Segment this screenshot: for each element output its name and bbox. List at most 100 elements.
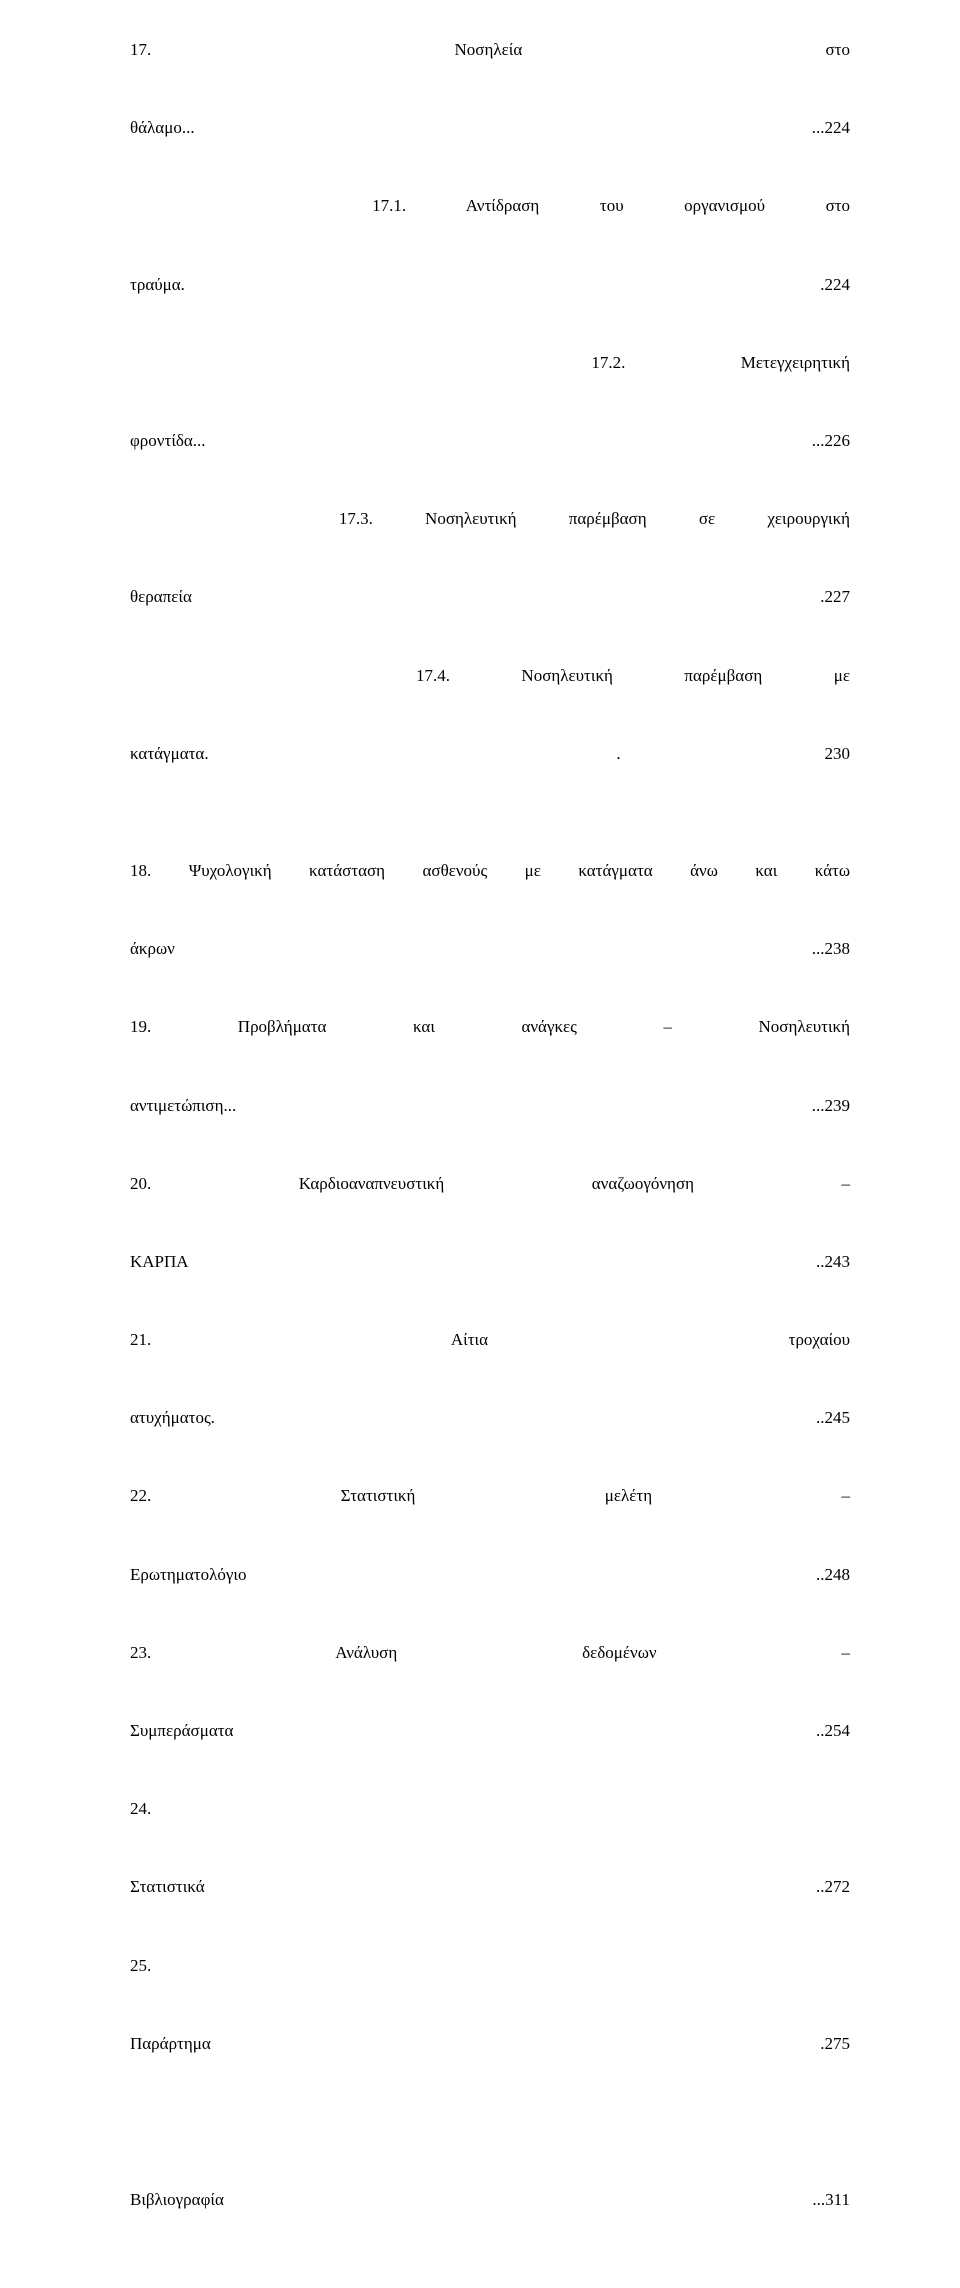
- toc-text: στο: [826, 40, 851, 59]
- toc-line: 18. Ψυχολογική κατάσταση ασθενούς με κατ…: [130, 851, 850, 929]
- toc-text: 25.: [130, 1956, 151, 1975]
- toc-line: άκρων ...238: [130, 929, 850, 1007]
- toc-text: θεραπεία: [130, 587, 192, 606]
- toc-text: –: [842, 1174, 851, 1193]
- toc-text: τραύμα.: [130, 275, 185, 294]
- toc-text: 24.: [130, 1799, 151, 1818]
- toc-text: θάλαμο...: [130, 118, 195, 137]
- toc-text: 17.4.: [416, 666, 450, 685]
- toc-line: Βιβλιογραφία ...311: [130, 2180, 850, 2258]
- toc-text: και: [755, 861, 777, 880]
- toc-line: 24.: [130, 1789, 850, 1867]
- toc-text: μελέτη: [605, 1486, 652, 1505]
- toc-text: Αντίδραση: [466, 196, 540, 215]
- toc-line: Ερωτηματολόγιο ..248: [130, 1555, 850, 1633]
- toc-text: 18.: [130, 861, 151, 880]
- toc-line: φροντίδα... ...226: [130, 421, 850, 499]
- toc-text: κατάσταση: [309, 861, 385, 880]
- toc-text: σε: [699, 509, 715, 528]
- toc-text: Προβλήματα: [238, 1017, 327, 1036]
- toc-text: ...224: [812, 118, 850, 137]
- toc-text: 17.1.: [372, 196, 406, 215]
- toc-text: 23.: [130, 1643, 151, 1662]
- toc-text: ...238: [812, 939, 850, 958]
- blank-line: [130, 2102, 850, 2141]
- toc-text: ανάγκες: [521, 1017, 576, 1036]
- toc-text: κατάγματα: [578, 861, 652, 880]
- toc-text: με: [525, 861, 541, 880]
- toc-text: 19.: [130, 1017, 151, 1036]
- toc-text: 17.: [130, 40, 151, 59]
- toc-text: Συμπεράσματα: [130, 1721, 233, 1740]
- toc-line: 19. Προβλήματα και ανάγκες – Νοσηλευτική: [130, 1007, 850, 1085]
- toc-text: 21.: [130, 1330, 151, 1349]
- toc-text: Βιβλιογραφία: [130, 2190, 224, 2209]
- toc-text: ΚΑΡΠΑ: [130, 1252, 188, 1271]
- toc-line: Συμπεράσματα ..254: [130, 1711, 850, 1789]
- toc-text: παρέμβαση: [569, 509, 647, 528]
- toc-text: ...226: [812, 431, 850, 450]
- toc-text: του: [600, 196, 624, 215]
- toc-line: 23. Ανάλυση δεδομένων –: [130, 1633, 850, 1711]
- toc-text: Νοσηλευτική: [759, 1017, 851, 1036]
- toc-line: ΚΑΡΠΑ ..243: [130, 1242, 850, 1320]
- toc-text: ...311: [812, 2190, 850, 2209]
- toc-line: 20. Καρδιοαναπνευστική αναζωογόνηση –: [130, 1164, 850, 1242]
- toc-text: 20.: [130, 1174, 151, 1193]
- document-page: 17. Νοσηλεία στοθάλαμο... ...224 17.1. Α…: [0, 0, 960, 2288]
- toc-text: Ανάλυση: [335, 1643, 397, 1662]
- toc-line: 25.: [130, 1946, 850, 2024]
- toc-text: Στατιστική: [341, 1486, 416, 1505]
- toc-text: 22.: [130, 1486, 151, 1505]
- toc-line: Παράρτημα .275: [130, 2024, 850, 2102]
- toc-text: 17.2.: [591, 353, 625, 372]
- toc-text: φροντίδα...: [130, 431, 206, 450]
- toc-line: θάλαμο... ...224: [130, 108, 850, 186]
- toc-text: ..248: [816, 1565, 850, 1584]
- toc-line: 21. Αίτια τροχαίου: [130, 1320, 850, 1398]
- toc-text: άκρων: [130, 939, 175, 958]
- toc-line: 17. Νοσηλεία στο: [130, 30, 850, 108]
- toc-line: Στατιστικά ..272: [130, 1867, 850, 1945]
- toc-text: με: [834, 666, 850, 685]
- toc-text: Ψυχολογική: [189, 861, 272, 880]
- toc-text: στο: [826, 196, 851, 215]
- toc-line: τραύμα. .224: [130, 265, 850, 343]
- toc-text: ..272: [816, 1877, 850, 1896]
- toc-line: ατυχήματος. ..245: [130, 1398, 850, 1476]
- toc-text: .224: [820, 275, 850, 294]
- toc-text: .275: [820, 2034, 850, 2053]
- blank-line: [130, 812, 850, 851]
- toc-text: Παράρτημα: [130, 2034, 211, 2053]
- toc-line: 17.2. Μετεγχειρητική: [130, 343, 850, 421]
- toc-text: Αίτια: [451, 1330, 488, 1349]
- toc-text: –: [842, 1643, 851, 1662]
- toc-text: 230: [825, 744, 851, 763]
- toc-text: Νοσηλευτική: [521, 666, 613, 685]
- toc-text: ατυχήματος.: [130, 1408, 215, 1427]
- toc-text: .227: [820, 587, 850, 606]
- toc-text: Νοσηλευτική: [425, 509, 517, 528]
- toc-line: 22. Στατιστική μελέτη –: [130, 1476, 850, 1554]
- toc-text: ..243: [816, 1252, 850, 1271]
- toc-line: 17.1. Αντίδραση του οργανισμού στο: [130, 186, 850, 264]
- toc-text: οργανισμού: [684, 196, 765, 215]
- toc-text: τροχαίου: [789, 1330, 850, 1349]
- toc-line: 17.3. Νοσηλευτική παρέμβαση σε χειρουργι…: [130, 499, 850, 577]
- toc-text: ..254: [816, 1721, 850, 1740]
- indent: [130, 196, 372, 215]
- toc-text: χειρουργική: [767, 509, 850, 528]
- blank-line: [130, 2141, 850, 2180]
- toc-text: ασθενούς: [423, 861, 488, 880]
- toc-text: δεδομένων: [582, 1643, 656, 1662]
- toc-text: Στατιστικά: [130, 1877, 205, 1896]
- toc-text: παρέμβαση: [684, 666, 762, 685]
- toc-text: και: [413, 1017, 435, 1036]
- toc-line: αντιμετώπιση... ...239: [130, 1086, 850, 1164]
- toc-text: –: [663, 1017, 672, 1036]
- toc-text: .: [616, 744, 620, 763]
- toc-text: –: [842, 1486, 851, 1505]
- toc-text: Ερωτηματολόγιο: [130, 1565, 246, 1584]
- toc-text: αντιμετώπιση...: [130, 1096, 236, 1115]
- toc-text: ..245: [816, 1408, 850, 1427]
